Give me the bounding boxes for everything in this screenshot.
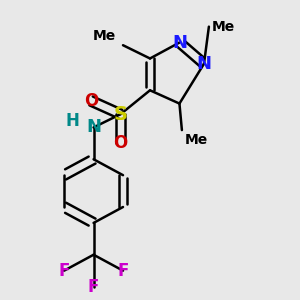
Text: Me: Me — [184, 133, 208, 147]
Text: F: F — [88, 278, 99, 296]
Text: N: N — [86, 118, 101, 136]
Text: F: F — [117, 262, 129, 280]
Text: S: S — [114, 105, 128, 124]
Text: N: N — [172, 34, 187, 52]
Text: Me: Me — [92, 28, 116, 43]
Text: O: O — [113, 134, 128, 152]
Text: H: H — [66, 112, 80, 130]
Text: F: F — [58, 262, 70, 280]
Text: Me: Me — [211, 20, 235, 34]
Text: O: O — [84, 92, 98, 110]
Text: N: N — [196, 55, 211, 73]
